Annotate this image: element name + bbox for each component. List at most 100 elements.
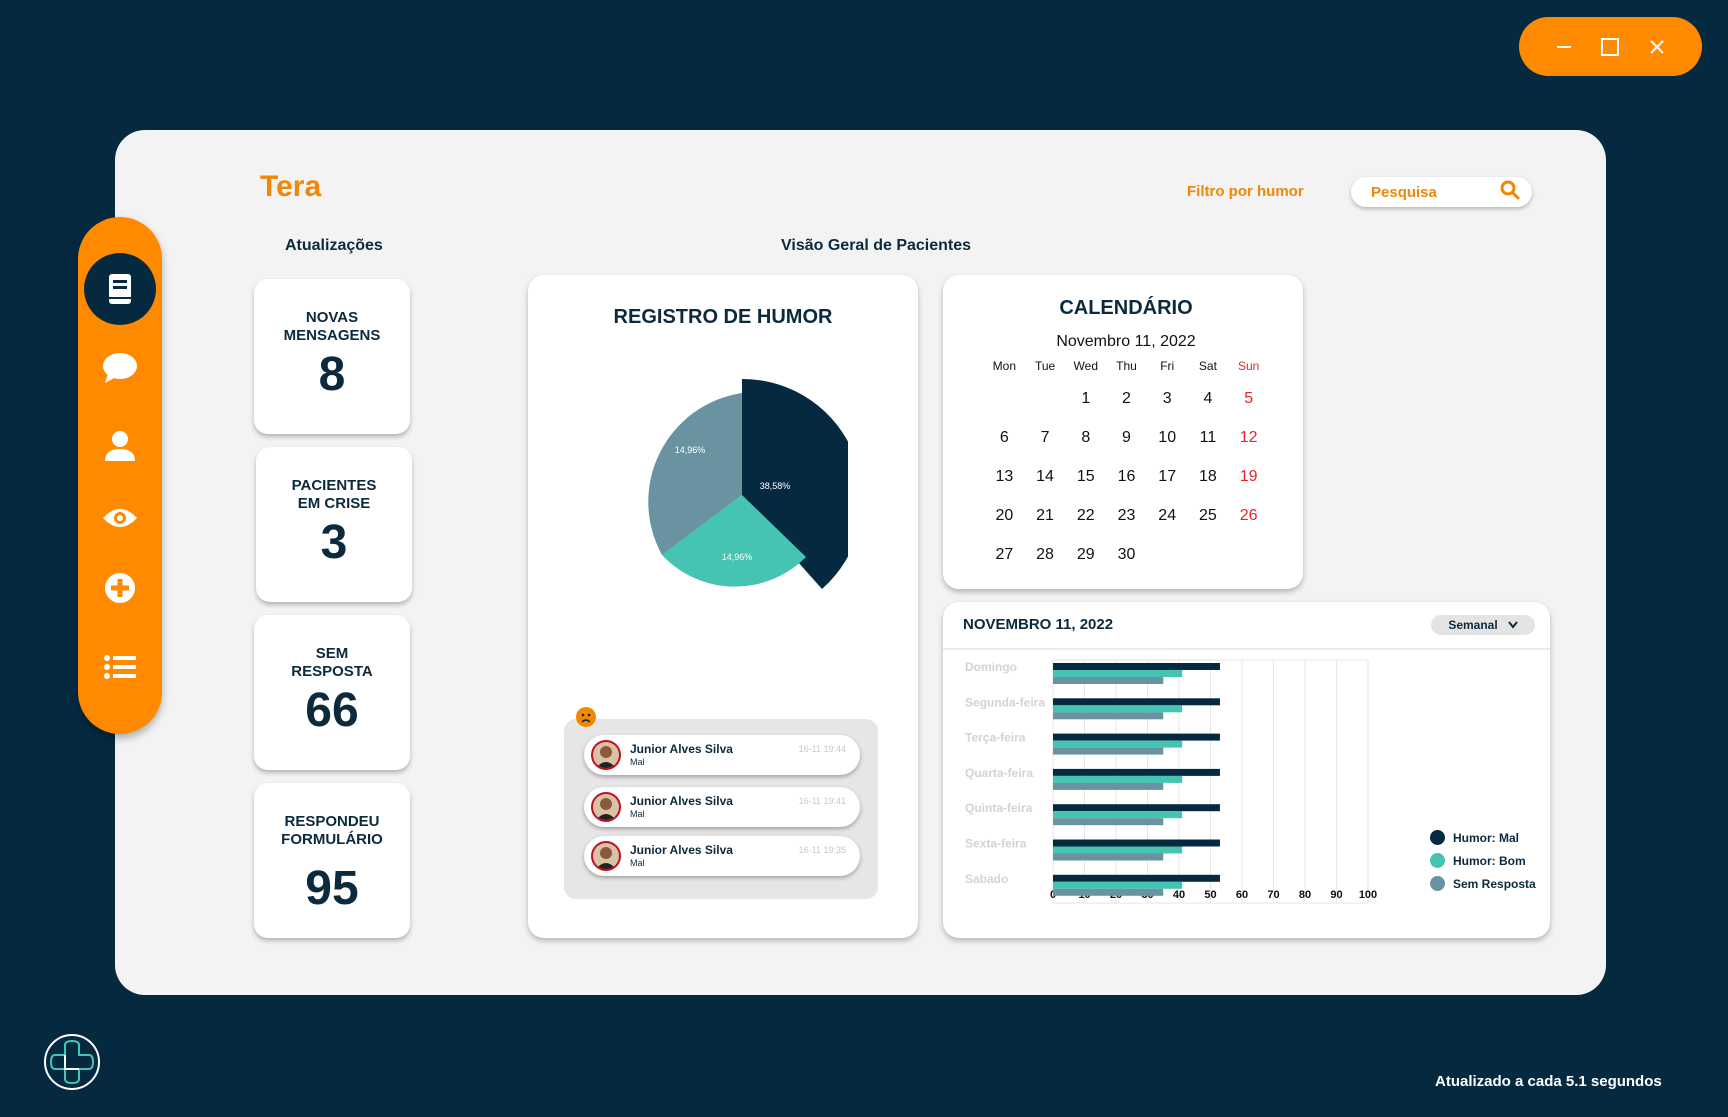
y-category-label: Quinta-feira [965, 801, 1033, 815]
bar-2-6[interactable] [1053, 888, 1164, 896]
stat-card-no-response[interactable]: SEM RESPOSTA 66 [254, 615, 410, 770]
mood-filter-link[interactable]: Filtro por humor [1187, 183, 1304, 200]
alert-time: 16-11 19:35 [798, 845, 846, 855]
alert-list-item[interactable]: Junior Alves Silva Mal 16-11 19:44 [584, 735, 860, 775]
pie-slice-mal[interactable] [742, 378, 848, 589]
calendar-day[interactable]: 19 [1239, 468, 1258, 485]
bar-2-1[interactable] [1053, 712, 1164, 720]
mood-record-card: REGISTRO DE HUMOR 38,58% 14,96% 14,96% J… [528, 275, 918, 938]
calendar-day[interactable]: 23 [1117, 507, 1136, 524]
calendar-week: 13 14 15 16 17 18 19 [984, 457, 1269, 496]
sidebar-item-records[interactable] [84, 253, 156, 325]
pie-slice-bom[interactable] [662, 495, 806, 587]
mood-record-title: REGISTRO DE HUMOR [613, 306, 833, 328]
sidebar-item-messages[interactable] [84, 332, 156, 404]
search-input[interactable] [1371, 183, 1481, 201]
bar-2-0[interactable] [1053, 677, 1164, 684]
alert-list-item[interactable]: Junior Alves Silva Mal 16-11 19:35 [584, 836, 860, 876]
calendar-day[interactable]: 3 [1162, 390, 1172, 407]
maximize-icon[interactable] [1595, 32, 1625, 62]
calendar-day[interactable]: 7 [1040, 429, 1050, 446]
calendar-day[interactable]: 14 [1036, 468, 1054, 485]
stat-value: 66 [305, 684, 359, 737]
bar-0-1[interactable] [1053, 698, 1220, 706]
bar-0-3[interactable] [1053, 768, 1220, 776]
weekday-label: Wed [1073, 359, 1099, 373]
calendar-day[interactable]: 21 [1036, 507, 1054, 524]
calendar-day[interactable]: 22 [1076, 507, 1095, 524]
eye-icon [103, 509, 137, 527]
calendar-title: CALENDÁRIO [1059, 297, 1193, 319]
calendar-day[interactable]: 28 [1036, 546, 1054, 563]
bar-0-5[interactable] [1053, 839, 1220, 847]
calendar-day[interactable]: 1 [1081, 390, 1091, 407]
calendar-day[interactable]: 4 [1203, 390, 1213, 407]
pie-slice-sem-resposta[interactable] [648, 393, 742, 555]
bar-0-0[interactable] [1053, 663, 1220, 670]
calendar-week: 6 7 8 9 10 11 12 [984, 418, 1269, 457]
calendar-day[interactable]: 15 [1076, 468, 1095, 485]
bar-0-2[interactable] [1053, 733, 1220, 741]
calendar-day[interactable]: 16 [1117, 468, 1136, 485]
sidebar-item-add[interactable] [84, 552, 156, 624]
alert-list-item[interactable]: Junior Alves Silva Mal 16-11 19:41 [584, 787, 860, 827]
patient-mood: Mal [630, 757, 645, 767]
sidebar-item-list[interactable] [84, 631, 156, 703]
calendar-day[interactable]: 10 [1158, 429, 1177, 446]
x-tick-label: 90 [1330, 889, 1342, 901]
calendar-day[interactable]: 6 [999, 429, 1009, 446]
calendar-day[interactable]: 30 [1117, 546, 1136, 563]
bar-1-3[interactable] [1053, 775, 1183, 783]
minimize-icon[interactable] [1549, 32, 1579, 62]
calendar-day[interactable]: 17 [1158, 468, 1177, 485]
calendar-week: 27 28 29 30 [984, 535, 1269, 574]
calendar-day[interactable]: 11 [1199, 429, 1217, 446]
patient-name: Junior Alves Silva [630, 742, 733, 756]
bar-1-5[interactable] [1053, 846, 1183, 854]
calendar-day[interactable]: 2 [1122, 390, 1131, 407]
period-select[interactable]: Semanal [1431, 615, 1535, 635]
calendar-day[interactable]: 5 [1244, 390, 1254, 407]
calendar-day[interactable]: 26 [1239, 507, 1258, 524]
patient-mood: Mal [630, 809, 645, 819]
bar-0-4[interactable] [1053, 804, 1220, 812]
sidebar-item-patients[interactable] [84, 410, 156, 482]
calendar-day[interactable]: 8 [1081, 429, 1091, 446]
stat-value: 95 [305, 862, 359, 915]
x-tick-label: 70 [1267, 889, 1279, 901]
chat-icon [103, 353, 137, 383]
calendar-day[interactable]: 29 [1076, 546, 1095, 563]
bar-2-4[interactable] [1053, 818, 1164, 826]
app-title: Tera [260, 170, 322, 203]
bar-1-4[interactable] [1053, 811, 1183, 819]
calendar-day[interactable]: 24 [1158, 507, 1177, 524]
search-box[interactable] [1351, 177, 1532, 207]
sidebar-item-monitor[interactable] [84, 482, 156, 554]
bar-1-1[interactable] [1053, 705, 1183, 713]
calendar-days: 1 2 3 4 5 6 7 8 9 10 11 12 13 14 15 16 17 18 19 20 21 22 23 24 2… [984, 379, 1269, 574]
book-icon [109, 274, 131, 304]
stat-card-crisis[interactable]: PACIENTES EM CRISE 3 [256, 447, 412, 602]
calendar-day[interactable]: 25 [1199, 507, 1217, 524]
stat-card-new-messages[interactable]: NOVAS MENSAGENS 8 [254, 279, 410, 434]
close-icon[interactable] [1642, 32, 1672, 62]
bar-2-3[interactable] [1053, 782, 1164, 790]
bar-2-5[interactable] [1053, 853, 1164, 861]
calendar-day[interactable]: 9 [1122, 429, 1131, 446]
calendar-day[interactable]: 20 [995, 507, 1014, 524]
x-tick-label: 100 [1359, 889, 1377, 901]
calendar-day[interactable]: 12 [1239, 429, 1258, 446]
bar-1-0[interactable] [1053, 670, 1183, 677]
calendar-day[interactable]: 13 [995, 468, 1014, 485]
bar-1-2[interactable] [1053, 740, 1183, 748]
stat-card-form-answered[interactable]: RESPONDEU FORMULÁRIO 95 [254, 783, 410, 938]
calendar-day [984, 379, 1025, 418]
legend-item: Humor: Bom [1430, 849, 1536, 872]
calendar-day[interactable]: 18 [1199, 468, 1217, 485]
bar-2-2[interactable] [1053, 747, 1164, 755]
bar-1-6[interactable] [1053, 881, 1183, 889]
bar-0-6[interactable] [1053, 874, 1220, 882]
weekday-label: Mon [992, 359, 1017, 373]
calendar-day[interactable]: 27 [995, 546, 1014, 563]
search-icon[interactable] [1500, 180, 1520, 205]
